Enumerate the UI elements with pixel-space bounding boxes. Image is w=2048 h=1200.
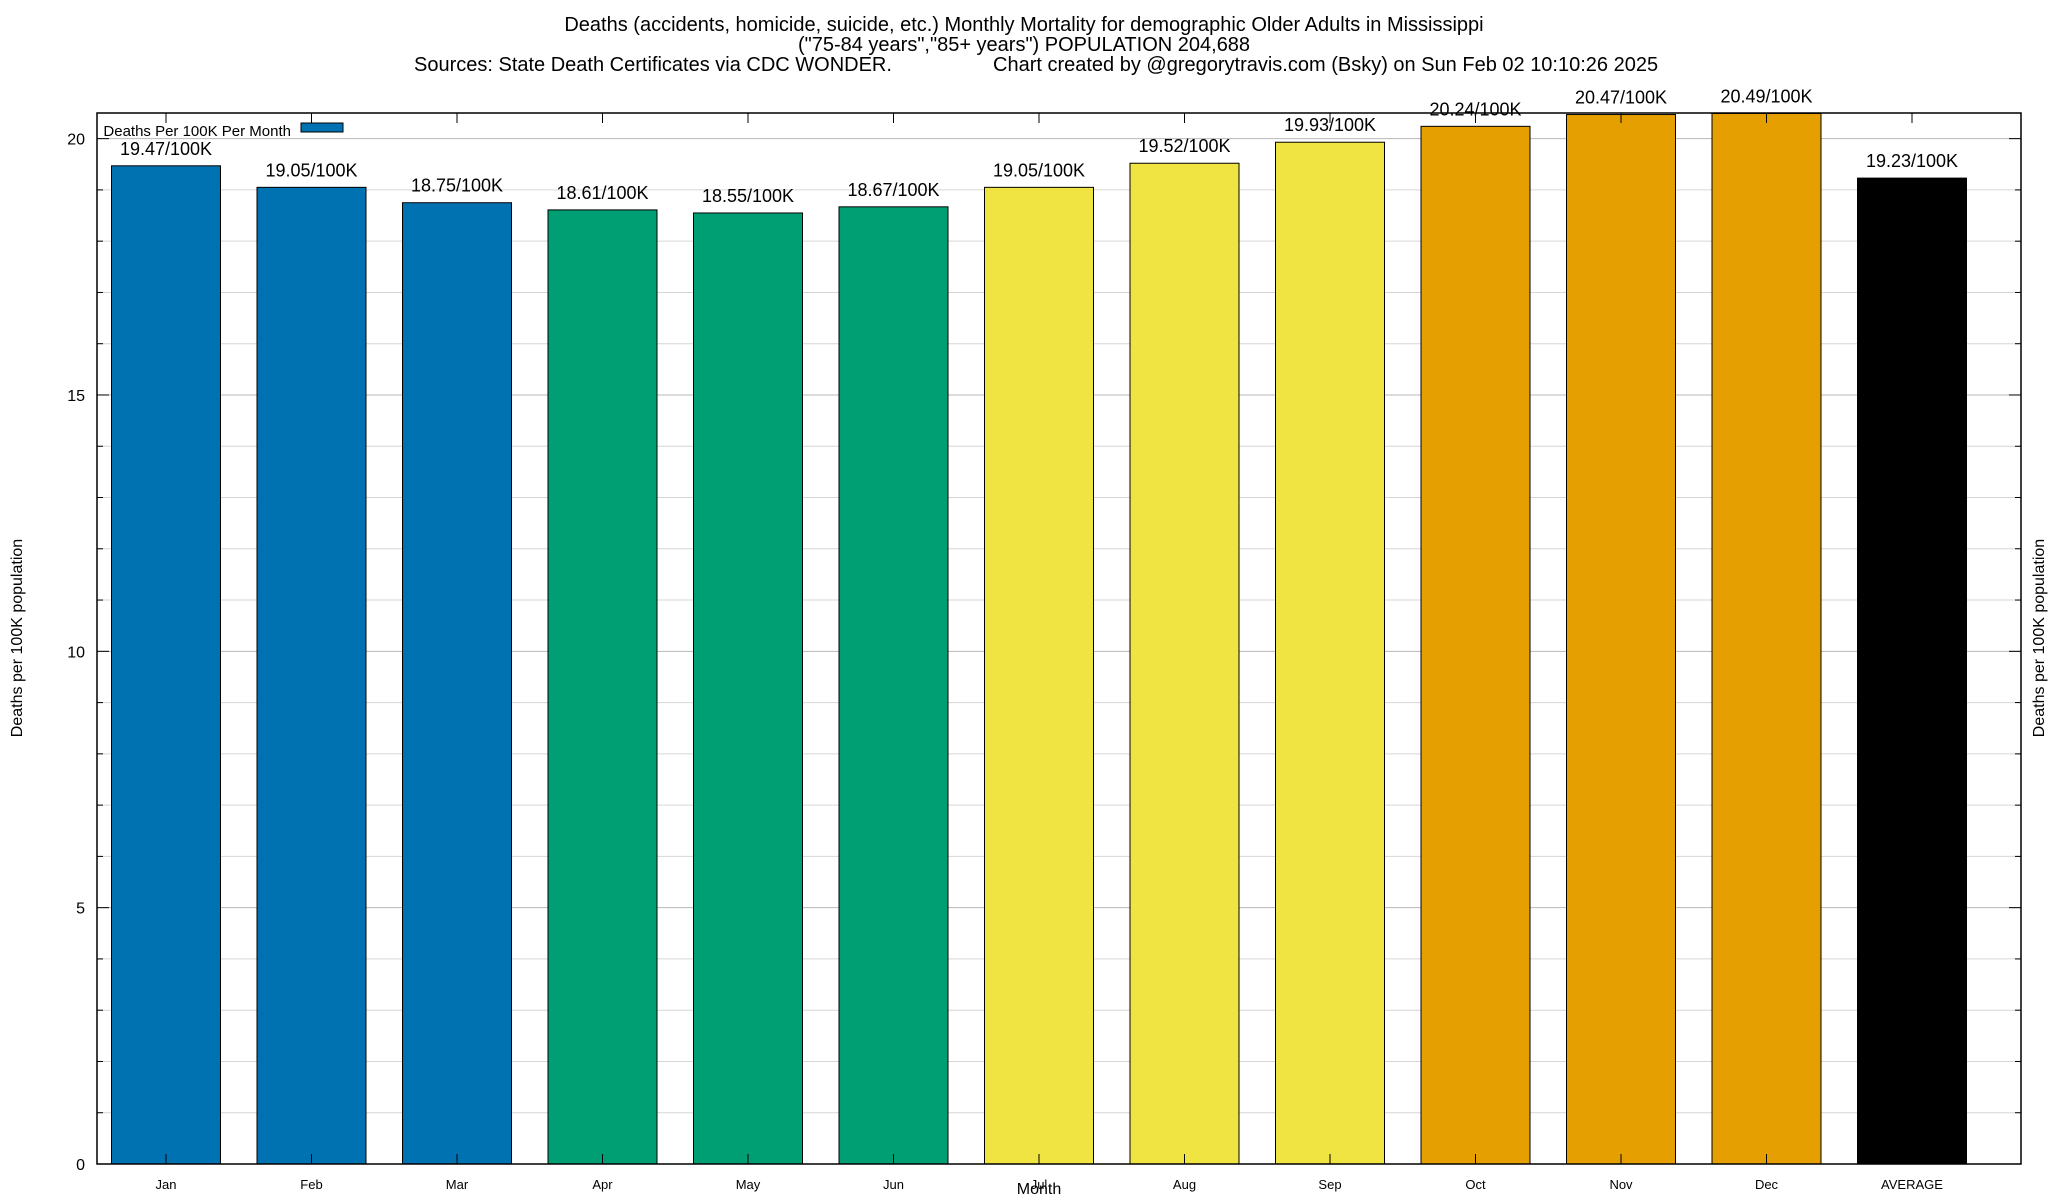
x-tick-label: Jan [156, 1177, 177, 1192]
bar-feb [256, 186, 367, 1165]
data-label: 19.23/100K [1866, 151, 1958, 171]
x-tick-label: Sep [1318, 1177, 1341, 1192]
plot-frame [96, 112, 2022, 1165]
x-tick-label: Dec [1755, 1177, 1779, 1192]
x-axis-label: Month [1017, 1181, 1061, 1198]
data-label: 19.47/100K [120, 139, 212, 159]
bar-oct [1420, 125, 1531, 1165]
data-label: 19.93/100K [1284, 115, 1376, 135]
data-label: 19.05/100K [993, 160, 1085, 180]
bar-jun [838, 206, 949, 1165]
bar-jul [984, 186, 1094, 1165]
y2-axis-label: Deaths per 100K population [2031, 539, 2048, 737]
chart-title-line-2: ("75-84 years","85+ years") POPULATION 2… [797, 34, 1251, 56]
bars [111, 113, 1967, 1165]
x-tick-label: Aug [1173, 1177, 1196, 1192]
bar-dec [1711, 113, 1822, 1165]
y-tick-label: 20 [67, 132, 85, 149]
y-tick-label: 0 [76, 1157, 85, 1174]
chart-sources: Sources: State Death Certificates via CD… [414, 54, 892, 76]
x-tick-label: AVERAGE [1881, 1177, 1943, 1192]
data-label: 18.61/100K [556, 183, 648, 203]
x-tick-label: Oct [1465, 1177, 1486, 1192]
data-label: 18.67/100K [847, 180, 939, 200]
bar-sep [1275, 141, 1385, 1165]
bar-mar [402, 202, 512, 1165]
x-tick-label: Mar [446, 1177, 469, 1192]
x-tick-label: Apr [592, 1177, 613, 1192]
legend: Deaths Per 100K Per Month [103, 122, 344, 140]
data-label: 19.52/100K [1138, 136, 1230, 156]
x-tick-label: Jun [883, 1177, 904, 1192]
x-axis: Jan Feb Mar Apr May Jun Jul Aug Sep Oct Nov Dec AVER… [156, 113, 1943, 1192]
x-tick-label: May [736, 1177, 761, 1192]
legend-label: Deaths Per 100K Per Month [103, 123, 291, 140]
y-tick-label: 10 [67, 644, 85, 661]
data-labels: 19.47/100K 19.05/100K 18.75/100K 18.61/100K… [120, 87, 1958, 206]
data-label: 20.47/100K [1575, 88, 1667, 108]
data-label: 19.05/100K [265, 160, 357, 180]
x-tick-label: Jul [1031, 1177, 1048, 1192]
y-axis-label: Deaths per 100K population [9, 539, 26, 737]
bar-jan [111, 165, 221, 1165]
bar-average [1857, 177, 1967, 1165]
data-label: 18.55/100K [702, 186, 794, 206]
x-tick-label: Feb [300, 1177, 322, 1192]
chart-credit: Chart created by @gregorytravis.com (Bsk… [993, 54, 1659, 76]
y-tick-label: 5 [76, 901, 85, 918]
bar-may [693, 212, 803, 1165]
data-label: 20.24/100K [1429, 99, 1521, 119]
bar-aug [1129, 162, 1240, 1165]
y-axis: 0 5 10 15 20 [67, 132, 2021, 1174]
legend-swatch [300, 122, 344, 133]
y-tick-label: 15 [67, 388, 85, 405]
bar-apr [547, 209, 658, 1165]
chart-title-line-1: Deaths (accidents, homicide, suicide, et… [564, 14, 1484, 36]
data-label: 18.75/100K [411, 176, 503, 196]
bar-nov [1566, 114, 1676, 1165]
data-label: 20.49/100K [1720, 87, 1812, 107]
x-tick-label: Nov [1609, 1177, 1633, 1192]
